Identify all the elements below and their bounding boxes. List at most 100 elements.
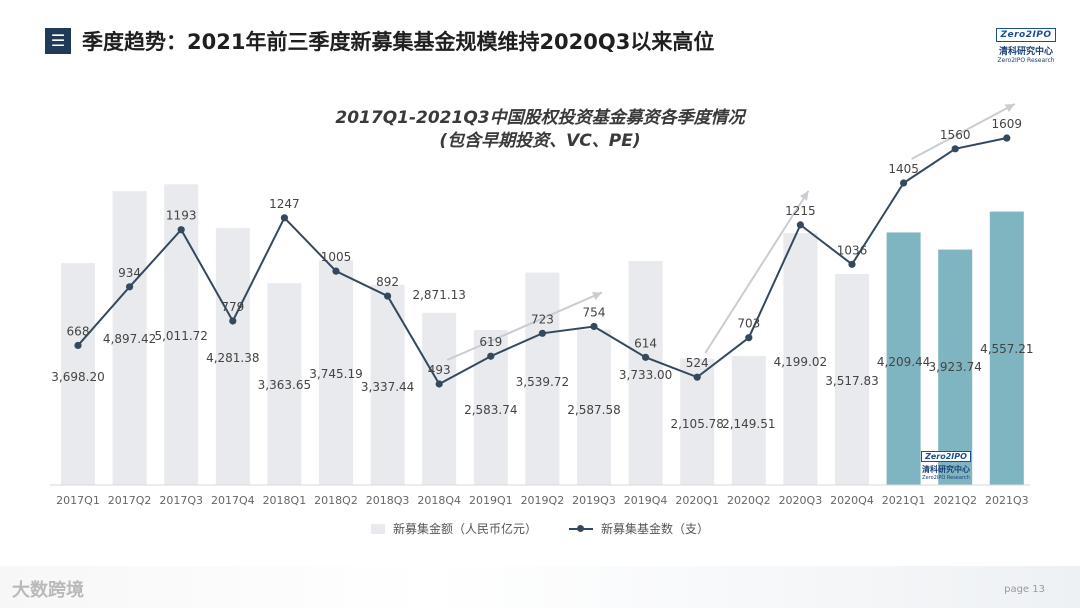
amount-label-2017Q2: 4,897.42 (103, 332, 156, 346)
count-point-2017Q4 (229, 317, 237, 325)
count-label-2021Q1: 1405 (888, 162, 919, 176)
bar-2019Q2 (525, 272, 560, 485)
bar-2018Q4 (422, 312, 457, 485)
count-label-2019Q1: 619 (479, 335, 502, 349)
count-label-2021Q2: 1560 (940, 128, 971, 142)
x-tick-2020Q4: 2020Q4 (830, 494, 874, 507)
bar-2021Q2 (938, 249, 973, 485)
amount-label-2021Q2: 3,923.74 (928, 360, 981, 374)
count-label-2020Q1: 524 (686, 356, 709, 370)
amount-label-2019Q3: 2,587.58 (567, 403, 620, 417)
count-label-2019Q4: 614 (634, 336, 657, 350)
legend-line-marker (569, 524, 593, 534)
trend-arrow-2020-head (799, 190, 809, 201)
watermark-text: 大数跨境 (12, 580, 84, 601)
count-point-2019Q2 (538, 329, 547, 337)
count-label-2020Q2: 703 (737, 317, 760, 331)
bar-2018Q2 (319, 260, 353, 485)
count-point-2017Q2 (126, 283, 134, 291)
bar-2019Q4 (628, 261, 663, 485)
bar-2019Q3 (577, 329, 611, 485)
amount-label-2020Q1: 2,105.78 (670, 417, 723, 431)
bar-2020Q3 (783, 233, 818, 485)
count-label-2017Q1: 668 (67, 324, 90, 338)
count-label-2018Q2: 1005 (321, 250, 352, 264)
bar-2017Q1 (61, 263, 95, 485)
x-tick-2017Q1: 2017Q1 (56, 494, 100, 507)
count-label-2020Q4: 1036 (837, 243, 868, 257)
bar-2021Q1 (886, 232, 921, 485)
x-tick-2019Q3: 2019Q3 (572, 494, 616, 507)
x-tick-2020Q1: 2020Q1 (675, 494, 719, 507)
count-label-2018Q1: 1247 (269, 197, 300, 211)
x-tick-2017Q4: 2017Q4 (211, 494, 255, 507)
amount-label-2019Q4: 3,733.00 (619, 368, 672, 382)
x-tick-2018Q3: 2018Q3 (366, 494, 410, 507)
count-point-2018Q4 (435, 380, 443, 388)
count-label-2019Q3: 754 (583, 305, 606, 319)
page-number-value: 13 (1032, 584, 1045, 595)
bar-2018Q3 (370, 284, 405, 485)
count-point-2018Q2 (332, 267, 340, 275)
count-point-2017Q3 (177, 226, 185, 234)
chart-legend: 新募集金额（人民币亿元） 新募集基金数（支） (0, 520, 1080, 537)
page-label: page (1004, 584, 1030, 595)
x-tick-2020Q2: 2020Q2 (727, 494, 771, 507)
bar-2020Q2 (731, 356, 766, 485)
menu-icon: ☰ (45, 28, 71, 54)
x-tick-2021Q3: 2021Q3 (985, 494, 1029, 507)
trend-arrow-2019 (446, 291, 603, 361)
x-tick-2019Q2: 2019Q2 (521, 494, 565, 507)
count-point-2019Q1 (487, 352, 495, 360)
amount-label-2018Q4: 2,871.13 (412, 288, 465, 302)
chart-watermark-en: Zero2IPO Research (922, 475, 970, 481)
bar-2017Q3 (164, 184, 199, 485)
footer-band (0, 566, 1080, 608)
bar-2017Q2 (112, 191, 147, 486)
trend-arrow-2019-head (592, 292, 602, 301)
amount-label-2020Q4: 3,517.83 (825, 374, 878, 388)
x-tick-2018Q4: 2018Q4 (417, 494, 461, 507)
x-tick-2019Q4: 2019Q4 (624, 494, 668, 507)
count-point-2021Q1 (900, 179, 908, 187)
amount-label-2018Q2: 3,745.19 (309, 367, 362, 381)
count-point-2020Q1 (693, 373, 701, 381)
amount-label-2017Q1: 3,698.20 (51, 370, 104, 384)
chart-title: 2017Q1-2021Q3中国股权投资基金募资各季度情况 (335, 108, 745, 128)
count-label-2017Q4: 779 (221, 300, 244, 314)
bar-2020Q4 (835, 273, 869, 485)
x-tick-2021Q2: 2021Q2 (933, 494, 977, 507)
legend-label-amount: 新募集金额（人民币亿元） (392, 522, 537, 536)
bar-2021Q3 (989, 211, 1024, 486)
x-tick-2019Q1: 2019Q1 (469, 494, 513, 507)
legend-item-amount: 新募集金额（人民币亿元） (370, 520, 537, 537)
trend-arrow-2021-head (1004, 104, 1015, 113)
legend-item-count: 新募集基金数（支） (569, 520, 709, 537)
count-label-2017Q3: 1193 (166, 209, 197, 223)
count-point-2020Q2 (745, 334, 753, 342)
count-point-2020Q4 (848, 260, 856, 268)
count-point-2021Q2 (951, 145, 959, 153)
x-tick-2021Q1: 2021Q1 (882, 494, 926, 507)
count-point-2018Q3 (384, 292, 392, 300)
brand-logo: Zero2IPO 清科研究中心 Zero2IPO Research (994, 22, 1058, 64)
count-point-2019Q4 (642, 353, 650, 361)
chart-watermark-cn: 清科研究中心 (922, 465, 970, 474)
count-point-2017Q1 (74, 341, 82, 350)
amount-label-2017Q3: 5,011.72 (154, 329, 207, 343)
amount-label-2020Q3: 4,199.02 (774, 355, 827, 369)
trend-arrow-2021 (911, 103, 1016, 160)
x-tick-2017Q3: 2017Q3 (159, 494, 203, 507)
amount-label-2019Q1: 2,583.74 (464, 403, 517, 417)
amount-label-2021Q1: 4,209.44 (877, 355, 930, 369)
x-tick-2017Q2: 2017Q2 (108, 494, 152, 507)
count-label-2018Q3: 892 (376, 275, 399, 289)
page-number: page 13 (1004, 584, 1045, 595)
chart-subtitle: (包含早期投资、VC、PE) (439, 131, 641, 151)
count-label-2018Q4: 493 (428, 363, 451, 377)
x-tick-2018Q1: 2018Q1 (263, 494, 307, 507)
amount-label-2017Q4: 4,281.38 (206, 351, 259, 365)
legend-bar-swatch (370, 523, 385, 534)
count-point-2019Q3 (590, 322, 598, 331)
